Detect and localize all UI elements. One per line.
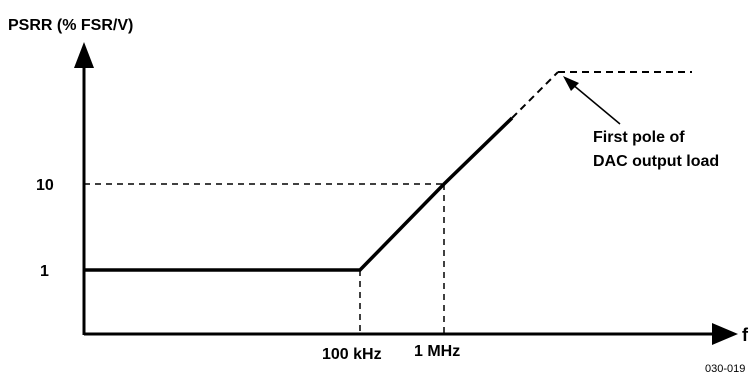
annotation-text: First pole of DAC output load [593,129,719,170]
x-tick-label-100khz: 100 kHz [322,346,382,363]
psrr-curve-dashed-rise [511,71,559,119]
annotation-arrow-line [571,83,621,125]
x-axis-label: f [742,325,749,345]
annotation-line-2: DAC output load [593,153,719,170]
y-axis-arrowhead [74,42,94,68]
x-tick-label-1mhz: 1 MHz [414,343,460,360]
x-axis-arrowhead [712,323,738,345]
y-tick-label-1: 1 [40,263,49,280]
y-tick-label-10: 10 [36,177,54,194]
figure-id-label: 030-019 [705,363,745,375]
y-axis-label: PSRR (% FSR/V) [8,17,133,34]
annotation-line-1: First pole of [593,129,685,146]
annotation-arrowhead [563,76,579,91]
psrr-curve-solid [84,116,514,272]
